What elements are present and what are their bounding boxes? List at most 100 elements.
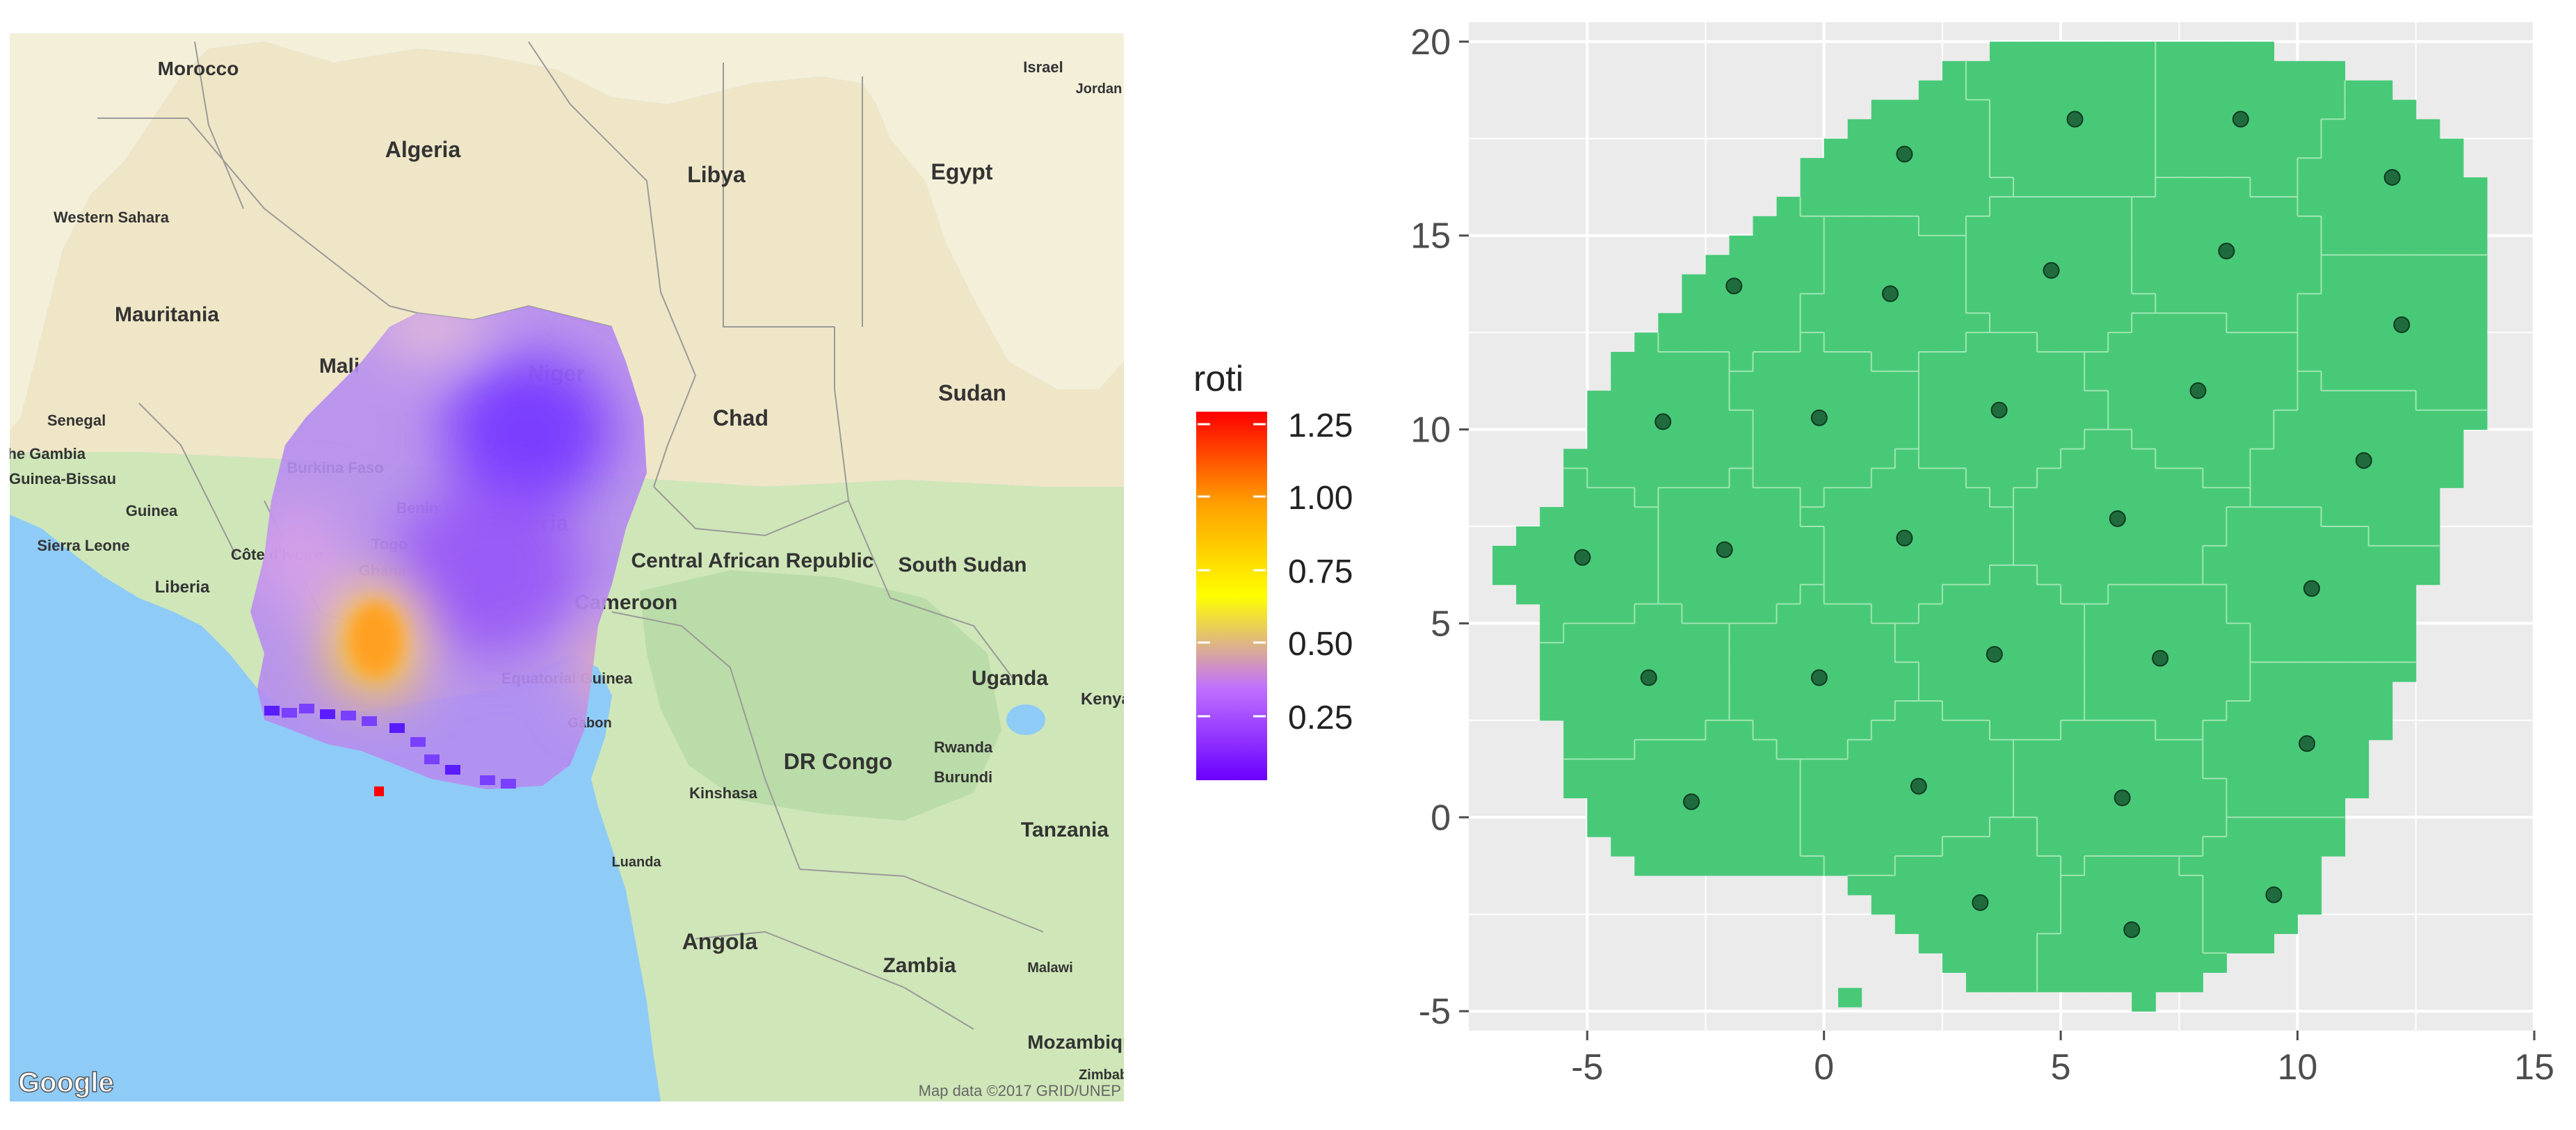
cell-pixel: [1847, 720, 1872, 741]
cell-pixel: [1871, 565, 1896, 586]
cell-pixel: [1965, 177, 1990, 197]
cell-pixel: [1658, 778, 1682, 798]
cell-pixel: [1965, 332, 1990, 353]
cell-pixel: [1918, 293, 1943, 314]
cell-pixel: [2226, 526, 2251, 547]
cell-pixel: [1634, 837, 1659, 857]
cell-pixel: [2203, 643, 2228, 663]
cell-pixel: [2415, 293, 2440, 314]
cell-pixel: [2108, 177, 2132, 197]
cell-pixel: [2132, 643, 2156, 663]
cell-pixel: [2415, 196, 2440, 217]
centroid-point: [2152, 649, 2169, 667]
cell-pixel: [2392, 507, 2417, 527]
cell-pixel: [2273, 196, 2299, 217]
cell-pixel: [2203, 798, 2228, 818]
country-label: Mauritania: [115, 303, 219, 326]
edge-cell: [299, 704, 314, 713]
cell-pixel: [2250, 604, 2275, 624]
cell-pixel: [2439, 293, 2464, 314]
cell-pixel: [2344, 720, 2369, 741]
cell-pixel: [2061, 739, 2085, 760]
cell-pixel: [2061, 643, 2085, 663]
cell-pixel: [2297, 332, 2322, 353]
cell-pixel: [1989, 235, 2014, 256]
cell-pixel: [1563, 759, 1588, 780]
cell-pixel: [1705, 817, 1730, 837]
cell-pixel: [2321, 235, 2346, 256]
cell-pixel: [1634, 856, 1659, 876]
cell-pixel: [1658, 313, 1682, 333]
legend-colorbar: [1196, 412, 1267, 780]
cell-pixel: [2132, 604, 2156, 624]
cell-pixel: [1847, 177, 1872, 197]
cell-pixel: [2037, 313, 2061, 333]
cell-pixel: [1871, 332, 1896, 353]
cell-pixel: [2037, 837, 2061, 857]
cell-pixel: [2368, 584, 2393, 605]
cell-pixel: [1871, 837, 1896, 857]
cell-pixel: [2415, 429, 2440, 450]
cell-pixel: [2226, 507, 2251, 527]
cell-pixel: [2392, 449, 2417, 469]
cell-pixel: [1989, 177, 2014, 197]
cell-pixel: [2297, 293, 2322, 314]
cell-pixel: [1587, 720, 1611, 741]
cell-pixel: [2108, 138, 2132, 159]
cell-pixel: [2226, 565, 2251, 586]
cell-pixel: [2297, 449, 2322, 469]
cell-pixel: [1894, 798, 1919, 818]
cell-pixel: [1918, 914, 1943, 935]
cell-pixel: [2013, 99, 2038, 120]
cell-pixel: [2108, 313, 2132, 333]
cell-pixel: [2250, 216, 2275, 236]
cell-pixel: [2321, 798, 2346, 818]
cell-pixel: [1800, 371, 1825, 392]
cell-pixel: [1658, 390, 1682, 411]
cell-pixel: [2415, 487, 2440, 508]
cell-pixel: [2132, 352, 2156, 372]
cell-pixel: [2108, 894, 2132, 915]
cell-pixel: [2392, 565, 2417, 586]
cell-pixel: [1611, 468, 1635, 488]
cell-pixel: [1894, 720, 1919, 741]
cell-pixel: [2368, 429, 2393, 450]
cell-pixel: [2321, 643, 2346, 663]
cell-pixel: [1682, 759, 1707, 780]
centroid-point: [1810, 669, 1828, 686]
cell-pixel: [1563, 700, 1588, 721]
cell-pixel: [1918, 196, 1943, 217]
cell-pixel: [1942, 313, 1967, 333]
cell-pixel: [1587, 681, 1611, 702]
cell-pixel: [2273, 177, 2299, 197]
cell-pixel: [1918, 99, 1943, 120]
cell-pixel: [2203, 507, 2228, 527]
cell-pixel: [2061, 623, 2085, 643]
cell-pixel: [1634, 332, 1659, 353]
cell-pixel: [2179, 196, 2203, 217]
cell-pixel: [1871, 313, 1896, 333]
cell-pixel: [2037, 429, 2061, 450]
cell-pixel: [2132, 138, 2156, 159]
cell-pixel: [1871, 700, 1896, 721]
cell-pixel: [2203, 390, 2228, 411]
cell-pixel: [1918, 255, 1943, 275]
cell-pixel: [2013, 759, 2038, 780]
cell-pixel: [1587, 487, 1611, 508]
cell-pixel: [2108, 390, 2132, 411]
cell-pixel: [2344, 759, 2369, 780]
country-label: Angola: [682, 929, 758, 954]
cell-pixel: [2037, 138, 2061, 159]
cell-pixel: [2155, 119, 2180, 139]
cell-pixel: [1989, 972, 2014, 992]
cell-pixel: [2132, 992, 2156, 1012]
cell-pixel: [1847, 274, 1872, 294]
cell-pixel: [2203, 216, 2228, 236]
cell-pixel: [1634, 739, 1659, 760]
cell-pixel: [2297, 875, 2322, 896]
cell-pixel: [2415, 332, 2440, 353]
cell-pixel: [1942, 584, 1967, 605]
cell-pixel: [2344, 332, 2369, 353]
centroid-point: [2123, 921, 2141, 938]
cell-pixel: [2226, 894, 2251, 915]
